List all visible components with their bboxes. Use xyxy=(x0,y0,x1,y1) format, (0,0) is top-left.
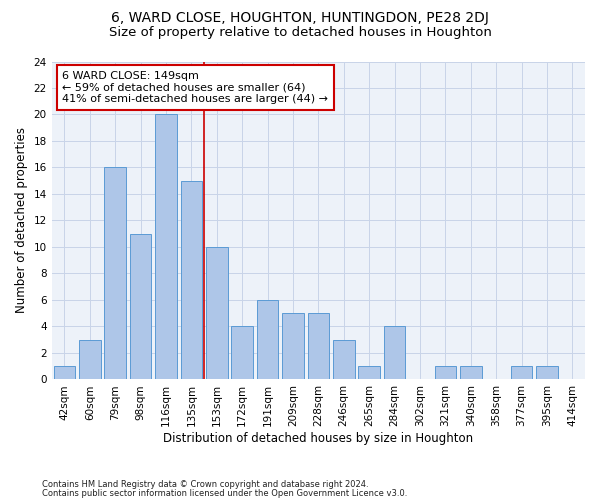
Bar xyxy=(257,300,278,380)
Bar xyxy=(434,366,456,380)
Bar xyxy=(181,180,202,380)
Bar xyxy=(308,313,329,380)
Text: Contains public sector information licensed under the Open Government Licence v3: Contains public sector information licen… xyxy=(42,489,407,498)
Bar xyxy=(104,168,126,380)
Text: 6 WARD CLOSE: 149sqm
← 59% of detached houses are smaller (64)
41% of semi-detac: 6 WARD CLOSE: 149sqm ← 59% of detached h… xyxy=(62,71,328,104)
Bar xyxy=(232,326,253,380)
Bar xyxy=(79,340,101,380)
Bar xyxy=(460,366,482,380)
Bar xyxy=(53,366,75,380)
Text: Contains HM Land Registry data © Crown copyright and database right 2024.: Contains HM Land Registry data © Crown c… xyxy=(42,480,368,489)
Bar xyxy=(155,114,177,380)
Bar xyxy=(384,326,406,380)
Bar xyxy=(358,366,380,380)
Text: 6, WARD CLOSE, HOUGHTON, HUNTINGDON, PE28 2DJ: 6, WARD CLOSE, HOUGHTON, HUNTINGDON, PE2… xyxy=(111,11,489,25)
Bar xyxy=(282,313,304,380)
Bar xyxy=(511,366,532,380)
Bar xyxy=(536,366,557,380)
Text: Size of property relative to detached houses in Houghton: Size of property relative to detached ho… xyxy=(109,26,491,39)
Bar xyxy=(333,340,355,380)
Bar xyxy=(130,234,151,380)
Y-axis label: Number of detached properties: Number of detached properties xyxy=(15,128,28,314)
Bar xyxy=(206,247,227,380)
X-axis label: Distribution of detached houses by size in Houghton: Distribution of detached houses by size … xyxy=(163,432,473,445)
